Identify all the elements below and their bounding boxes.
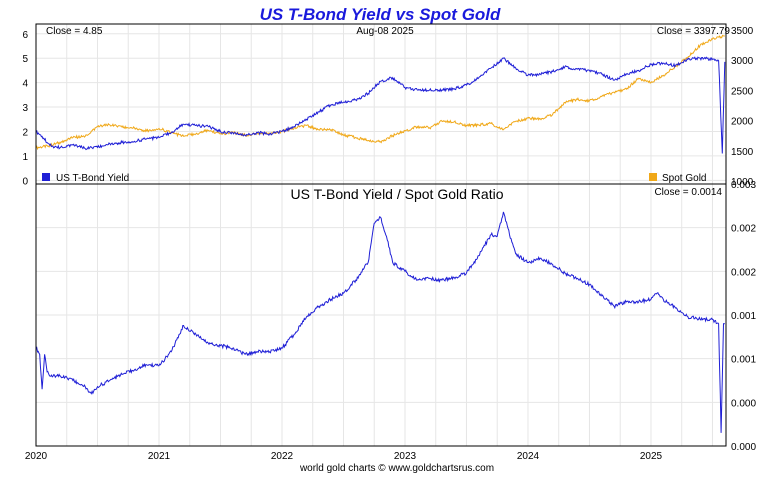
y-ratio-tick-label-1: 0.000 (731, 398, 756, 409)
legend-label-yield: US T-Bond Yield (56, 173, 129, 184)
y-left-tick-label-2: 2 (22, 127, 28, 138)
bottom-panel-frame (35, 183, 727, 447)
legend-swatch-yield (42, 173, 50, 181)
legend-label-gold: Spot Gold (662, 173, 706, 184)
series-line-spot-gold (35, 34, 725, 151)
y-left-tick-label-5: 5 (22, 54, 28, 65)
y-right-tick-label-2000: 2000 (731, 117, 754, 128)
axis-tick-labels: 2020 2021 2022 2023 2024 2025 0 1 2 3 4 5 6 1000 1500 2… (22, 26, 756, 462)
series-layer (35, 34, 726, 433)
y-left-tick-label-1: 1 (22, 152, 28, 163)
y-ratio-tick-label-0: 0.000 (731, 442, 756, 453)
x-tick-label-2020: 2020 (25, 451, 48, 462)
y-right-tick-label-2500: 2500 (731, 86, 754, 97)
ratio-title: US T-Bond Yield / Spot Gold Ratio (291, 186, 504, 202)
top-panel-grid (35, 24, 726, 184)
y-ratio-tick-label-4: 0.002 (731, 267, 756, 278)
x-tick-label-2022: 2022 (271, 451, 294, 462)
y-left-tick-label-3: 3 (22, 103, 28, 114)
y-right-tick-label-3000: 3000 (731, 56, 754, 67)
y-right-tick-label-1500: 1500 (731, 147, 754, 158)
y-right-tick-label-1000: 1000 (731, 177, 754, 188)
top-date-label: Aug-08 2025 (356, 26, 414, 37)
y-ratio-tick-label-2: 0.001 (731, 355, 756, 366)
series-line-us-tbond-yield (35, 56, 726, 154)
series-line-yield-gold-ratio (35, 211, 725, 433)
y-right-tick-label-3500: 3500 (731, 26, 754, 37)
footer-credit: world gold charts © www.goldchartsrus.co… (299, 463, 494, 474)
bottom-panel-grid (35, 183, 726, 447)
x-tick-label-2023: 2023 (394, 451, 417, 462)
y-left-tick-label-4: 4 (22, 79, 28, 90)
x-tick-label-2021: 2021 (148, 451, 171, 462)
y-ratio-tick-label-3: 0.001 (731, 311, 756, 322)
y-ratio-tick-label-6: 0.003 (731, 180, 756, 191)
chart-title: US T-Bond Yield vs Spot Gold (260, 5, 501, 24)
top-panel-frame (35, 23, 727, 185)
x-tick-label-2024: 2024 (517, 451, 540, 462)
y-left-tick-label-6: 6 (22, 30, 28, 41)
y-left-tick-label-0: 0 (22, 176, 28, 187)
y-ratio-tick-label-5: 0.002 (731, 224, 756, 235)
top-close-right: Close = 3397.79 (657, 26, 731, 37)
ratio-close-right: Close = 0.0014 (654, 187, 722, 198)
top-close-left: Close = 4.85 (46, 26, 103, 37)
legend-swatch-gold (649, 173, 657, 181)
x-tick-label-2025: 2025 (640, 451, 663, 462)
